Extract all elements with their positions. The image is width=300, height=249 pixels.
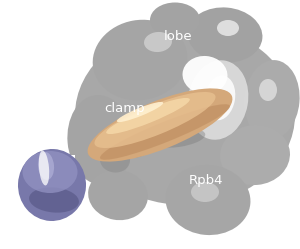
Ellipse shape xyxy=(151,128,205,148)
Ellipse shape xyxy=(68,95,133,185)
Ellipse shape xyxy=(188,7,262,62)
Ellipse shape xyxy=(188,60,248,140)
Ellipse shape xyxy=(29,187,79,213)
Ellipse shape xyxy=(182,56,227,94)
Text: clamp: clamp xyxy=(104,102,145,115)
Ellipse shape xyxy=(144,32,172,52)
Bar xyxy=(0,155,75,249)
Ellipse shape xyxy=(117,102,163,122)
Ellipse shape xyxy=(106,98,190,134)
Ellipse shape xyxy=(38,152,54,180)
Ellipse shape xyxy=(217,20,239,36)
Ellipse shape xyxy=(39,151,49,186)
Ellipse shape xyxy=(94,92,215,148)
Ellipse shape xyxy=(18,149,86,221)
Ellipse shape xyxy=(88,170,148,220)
Ellipse shape xyxy=(93,20,187,100)
Bar xyxy=(0,0,70,60)
Ellipse shape xyxy=(22,151,77,193)
Text: Rpb4: Rpb4 xyxy=(188,174,223,187)
Ellipse shape xyxy=(100,147,130,173)
Ellipse shape xyxy=(191,182,219,202)
Text: lobe: lobe xyxy=(164,30,193,43)
Ellipse shape xyxy=(88,88,232,162)
Ellipse shape xyxy=(100,104,230,160)
Ellipse shape xyxy=(166,165,250,235)
Ellipse shape xyxy=(259,79,277,101)
Ellipse shape xyxy=(205,76,235,120)
Ellipse shape xyxy=(220,125,290,185)
Bar xyxy=(255,185,300,249)
Ellipse shape xyxy=(118,132,152,158)
Ellipse shape xyxy=(150,2,200,38)
Ellipse shape xyxy=(75,25,295,205)
Ellipse shape xyxy=(244,60,300,140)
